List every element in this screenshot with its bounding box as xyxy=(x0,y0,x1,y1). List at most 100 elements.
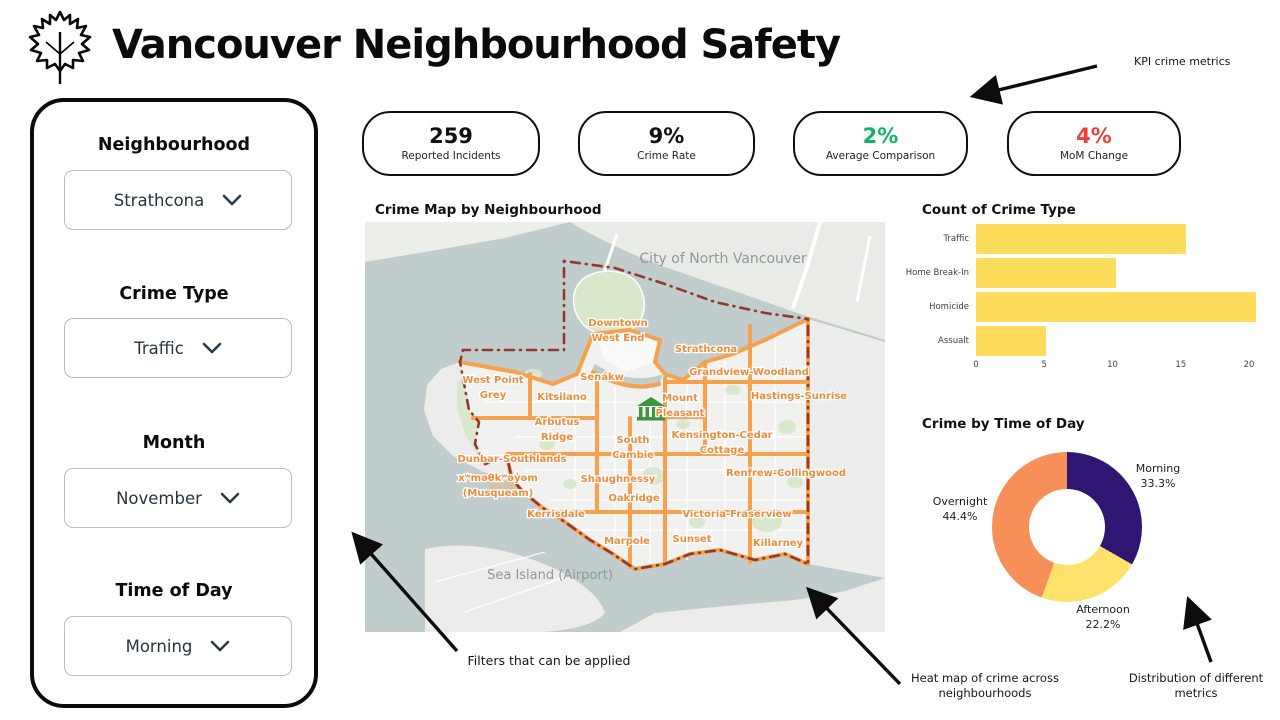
bar-chart-panel: Count of Crime Type Traffic Home Break-In… xyxy=(900,196,1256,382)
map-title: Crime Map by Neighbourhood xyxy=(375,202,602,218)
bar-category-label: Assualt xyxy=(938,336,969,346)
filter-label-neighbourhood: Neighbourhood xyxy=(97,135,251,155)
map-musqueam-area xyxy=(483,472,515,494)
vancouver-map: City of North Vancouver Sea Island (Airpo… xyxy=(365,221,885,632)
bar-row: Home Break-In xyxy=(900,258,1256,288)
map-land-westshore xyxy=(365,222,570,262)
kpi-label: Crime Rate xyxy=(637,149,696,162)
map-parks xyxy=(524,369,803,532)
kpi-crime-rate: 9% Crime Rate xyxy=(578,111,755,176)
map-city-boundary xyxy=(458,259,810,571)
bar-category-label: Traffic xyxy=(943,234,969,244)
kpi-average-comparison: 2% Average Comparison xyxy=(793,111,968,176)
bar-category-label: Home Break-In xyxy=(905,268,969,278)
map-neighbourhood-label: Senákw xyxy=(580,371,624,383)
crime-type-value: Traffic xyxy=(134,338,184,358)
map-neighbourhood-label: Grandview-Woodland xyxy=(689,367,809,378)
map-neighbourhood-label: West Point Grey xyxy=(462,375,523,401)
kpi-reported-incidents: 259 Reported Incidents xyxy=(362,111,540,176)
map-neighbourhood-label: Kitsilano xyxy=(537,392,587,403)
donut-hole xyxy=(1029,489,1105,565)
map-neighbourhood-label: Marpole xyxy=(604,536,650,547)
map-neighbourhood-label: Victoria-Fraserview xyxy=(682,509,791,520)
month-dropdown[interactable]: November xyxy=(64,468,292,528)
map-river xyxy=(855,235,872,303)
donut-label-afternoon: Afternoon 22.2% xyxy=(1076,603,1130,631)
kpi-label: MoM Change xyxy=(1059,149,1129,162)
map-neighbourhood-label: Downtown West End xyxy=(588,318,648,344)
map-neighbourhood-label: South Cambie xyxy=(612,435,654,461)
annotation-distribution: Distribution of different metrics xyxy=(1128,671,1264,700)
kpi-label: Reported Incidents xyxy=(401,149,501,162)
map-downtown xyxy=(595,330,658,372)
map-neighbourhood-label: Dunbar-Southlands xyxy=(457,454,566,465)
filter-label-crime-type: Crime Type xyxy=(119,284,229,304)
neighbourhood-value: Strathcona xyxy=(113,190,205,210)
bar[interactable] xyxy=(976,326,1046,356)
map-neighbourhood-label: Strathcona xyxy=(675,344,737,355)
arrow-kpi xyxy=(969,64,1098,105)
map-neighbourhood-label: Arbutus Ridge xyxy=(535,417,580,443)
maple-leaf-icon xyxy=(28,10,92,84)
kpi-value: 9% xyxy=(648,123,685,148)
map-context-label: Sea Island (Airport) xyxy=(487,568,613,583)
map-land-north-vancouver xyxy=(570,222,885,340)
donut-chart-panel: Crime by Time of Day Morning 33.3% Overni… xyxy=(900,410,1270,655)
map-neighbourhood-label: Kerrisdale xyxy=(527,509,585,520)
bar-row: Traffic xyxy=(900,224,1256,254)
kpi-mom-change: 4% MoM Change xyxy=(1007,111,1181,176)
crime-map[interactable]: City of North Vancouver Sea Island (Airpo… xyxy=(365,221,885,632)
donut-label-morning: Morning 33.3% xyxy=(1135,462,1181,490)
bar-chart-rows: Traffic Home Break-In Homicide Assualt xyxy=(900,224,1256,360)
kpi-label: Average Comparison xyxy=(825,149,936,162)
chevron-down-icon xyxy=(222,194,242,206)
chevron-down-icon xyxy=(211,640,230,652)
map-neighbourhood-label: Shaughnessy xyxy=(581,474,656,485)
map-neighbourhood-label: Mount Pleasant xyxy=(656,393,705,419)
bar[interactable] xyxy=(976,224,1186,254)
kpi-value: 2% xyxy=(862,123,899,148)
map-neighbourhood-label: Kensington-Cedar Cottage xyxy=(671,430,772,456)
bar-chart-x-axis: 0 5 10 15 20 xyxy=(973,360,1254,372)
filter-label-month: Month xyxy=(142,433,206,453)
kpi-value: 4% xyxy=(1076,123,1112,148)
donut-label-overnight: Overnight 44.4% xyxy=(932,495,988,523)
map-neighbourhood-label: Killarney xyxy=(753,538,804,549)
map-false-creek xyxy=(591,364,663,389)
bar[interactable] xyxy=(976,258,1116,288)
landmark-building-icon xyxy=(637,397,665,421)
map-land-east xyxy=(808,319,885,578)
kpi-value: 259 xyxy=(429,123,473,148)
map-neighbourhood-label: Renfrew-Collingwood xyxy=(726,468,846,479)
bar[interactable] xyxy=(976,292,1256,322)
x-tick-label: 0 xyxy=(973,360,979,370)
bar-category-label: Homicide xyxy=(929,302,969,312)
map-context-label: City of North Vancouver xyxy=(639,251,806,267)
month-value: November xyxy=(116,488,202,508)
x-tick-label: 20 xyxy=(1243,360,1255,370)
bar-row: Homicide xyxy=(900,292,1256,322)
annotation-heatmap: Heat map of crime across neighbourhoods xyxy=(911,671,1059,700)
x-tick-label: 10 xyxy=(1107,360,1118,370)
map-neighbourhood-label: Hastings-Sunrise xyxy=(751,391,847,402)
donut-chart-title: Crime by Time of Day xyxy=(922,416,1085,432)
chevron-down-icon xyxy=(220,492,240,504)
x-tick-label: 15 xyxy=(1175,360,1187,370)
filter-label-time-of-day: Time of Day xyxy=(115,581,233,601)
map-neighbourhood-label: Sunset xyxy=(673,534,712,545)
annotation-filters: Filters that can be applied xyxy=(467,653,631,668)
map-river xyxy=(791,221,822,309)
time-of-day-dropdown[interactable]: Morning xyxy=(64,616,292,676)
crime-type-dropdown[interactable]: Traffic xyxy=(64,318,292,378)
donut-chart[interactable] xyxy=(992,452,1142,602)
map-labels: City of North Vancouver Sea Island (Airpo… xyxy=(456,251,848,583)
bar-chart-title: Count of Crime Type xyxy=(922,202,1076,218)
filters-panel: Neighbourhood Strathcona Crime Type Traf… xyxy=(30,98,318,708)
neighbourhood-dropdown[interactable]: Strathcona xyxy=(64,170,292,230)
x-tick-label: 5 xyxy=(1041,360,1047,370)
map-neighbourhood-label: xʷməθkʷəy̓əm (Musqueam) xyxy=(458,471,538,499)
map-neighbourhood-label: Oakridge xyxy=(608,493,660,504)
bar-row: Assualt xyxy=(900,326,1256,356)
annotation-kpi: KPI crime metrics xyxy=(1134,55,1231,68)
